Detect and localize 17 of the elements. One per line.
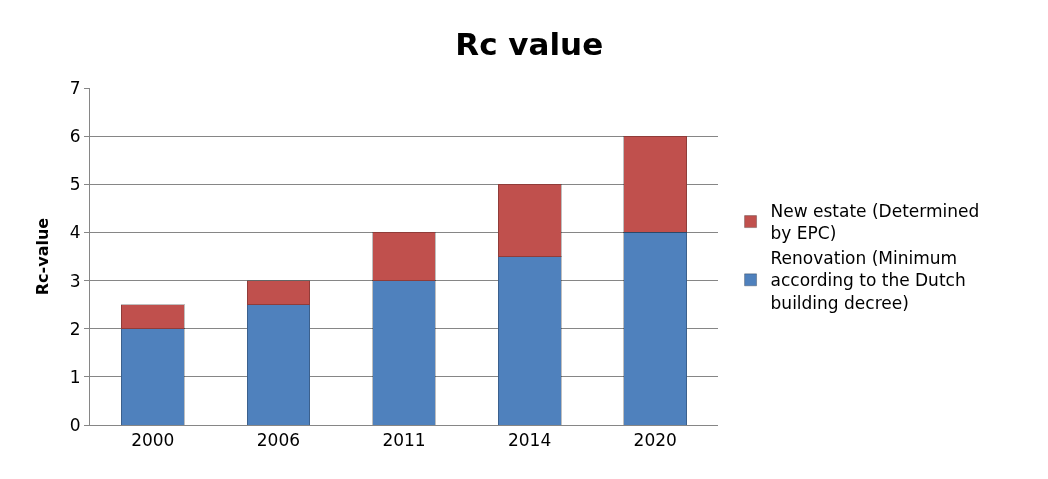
y-tick-label: 4	[69, 222, 81, 243]
x-tick-label: 2000	[131, 430, 175, 451]
y-tick-label: 5	[69, 174, 81, 195]
y-tick-label: 3	[69, 270, 81, 291]
y-tick-label: 1	[69, 366, 81, 387]
y-tick-label: 2	[69, 318, 81, 339]
y-tick-label: 6	[69, 126, 81, 147]
legend-label: New estate (Determined by EPC)	[770, 201, 980, 244]
y-tick-label: 7	[69, 77, 81, 98]
chart-title: Rc value	[455, 26, 604, 63]
y-axis-title: Rc-value	[33, 217, 52, 296]
legend-label: Renovation (Minimum according to the Dutch building decree)	[770, 248, 966, 313]
x-tick-label: 2020	[633, 430, 677, 451]
x-tick-label: 2006	[256, 430, 301, 451]
x-tick-label: 2014	[507, 430, 552, 451]
x-tick-label: 2011	[382, 430, 426, 451]
y-tick-label: 0	[69, 414, 81, 435]
